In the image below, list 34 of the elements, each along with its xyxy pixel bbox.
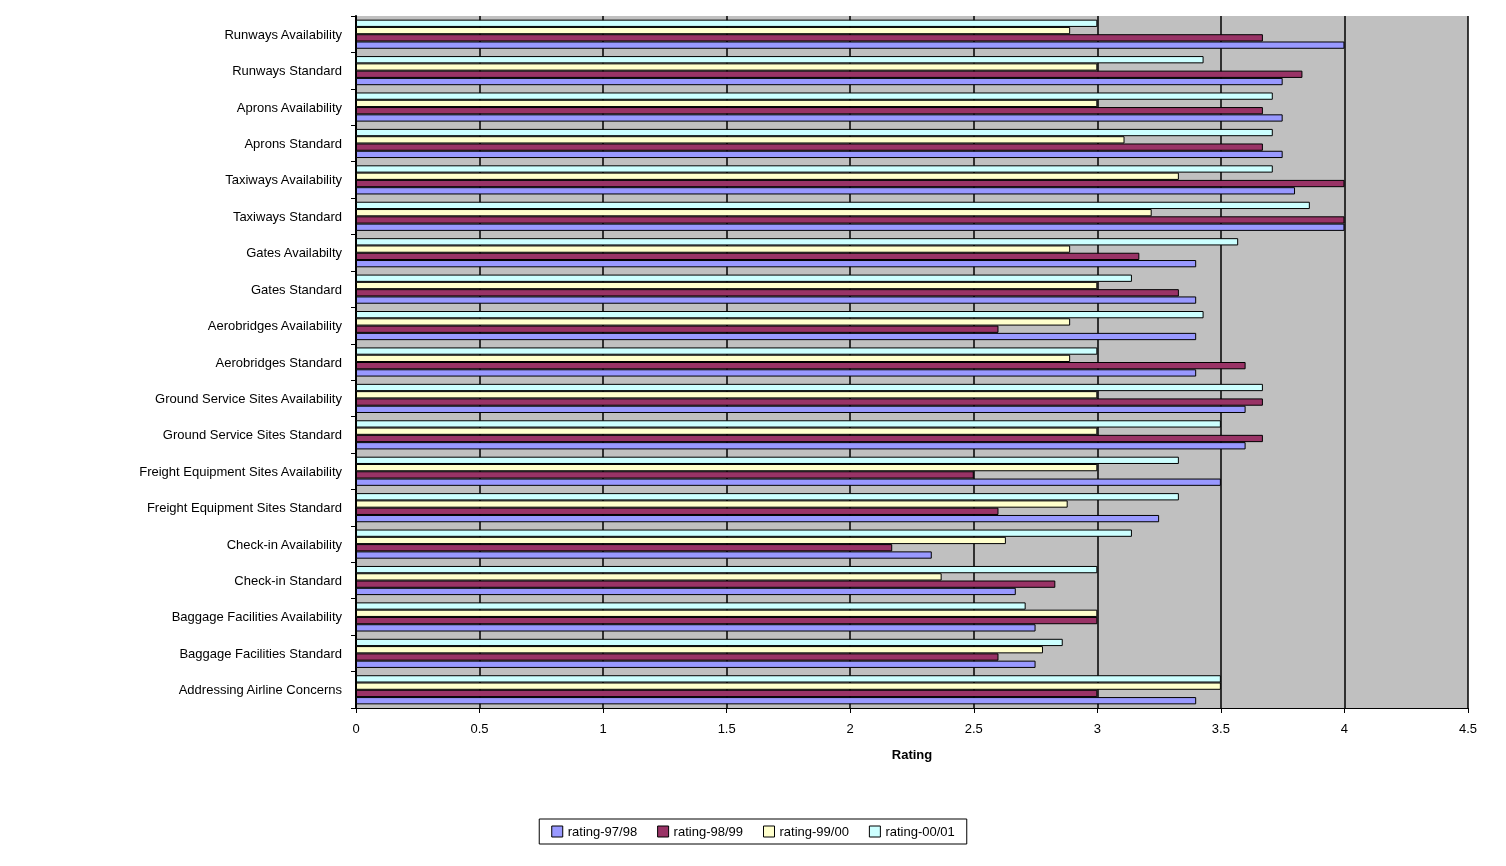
y-tick-label: Aerobridges Standard: [215, 354, 342, 370]
y-tick-label: Taxiways Availability: [225, 172, 343, 188]
legend-label: rating-98/99: [673, 824, 744, 839]
y-tick-label: Runways Availability: [224, 26, 343, 42]
legend-label: rating-00/01: [885, 824, 955, 839]
y-tick-label: Gates Availabilty: [246, 245, 343, 261]
x-tick-label: 4.5: [1458, 721, 1478, 736]
y-tick-label: Aerobridges Availability: [207, 318, 343, 334]
x-tick-label: 0.5: [470, 721, 489, 736]
x-tick-label: 2.5: [964, 721, 983, 736]
x-tick-label: 2: [846, 721, 854, 736]
y-tick-label: Addressing Airline Concerns: [178, 682, 343, 698]
y-tick-label: Freight Equipment Sites Standard: [146, 500, 342, 516]
legend-label: rating-97/98: [567, 824, 638, 839]
y-tick-label: Aprons Availability: [236, 99, 343, 115]
x-tick-label: 0: [352, 721, 360, 736]
y-tick-label: Ground Service Sites Availability: [155, 390, 343, 406]
x-tick-label: 1: [599, 721, 607, 736]
y-tick-label: Baggage Facilities Availability: [171, 609, 343, 625]
y-tick-label: Runways Standard: [232, 63, 342, 79]
y-tick-label: Aprons Standard: [244, 135, 342, 151]
x-tick-label: 3.5: [1211, 721, 1230, 736]
y-tick-label: Check-in Standard: [234, 573, 342, 589]
y-tick-label: Ground Service Sites Standard: [162, 427, 342, 443]
x-tick-label: 4: [1340, 721, 1349, 736]
y-tick-label: Check-in Availability: [226, 536, 343, 552]
y-tick-label: Baggage Facilities Standard: [179, 645, 342, 661]
y-tick-label: Gates Standard: [250, 281, 342, 297]
y-tick-label: Freight Equipment Sites Availability: [139, 463, 343, 479]
x-axis-title: Rating: [891, 747, 933, 762]
x-tick-label: 1.5: [717, 721, 736, 736]
x-tick-label: 3: [1093, 721, 1101, 736]
y-tick-label: Taxiways Standard: [232, 208, 342, 224]
legend-label: rating-99/00: [779, 824, 849, 839]
